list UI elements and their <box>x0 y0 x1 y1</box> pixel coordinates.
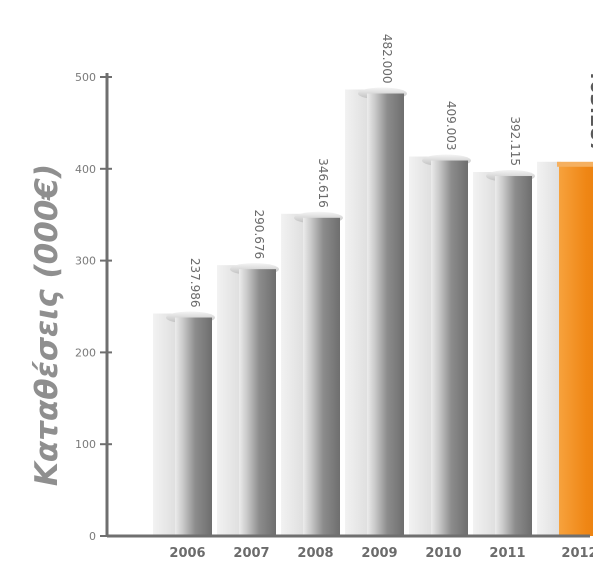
bar-backdrop-2009 <box>345 89 369 537</box>
bar-2012 <box>559 165 593 536</box>
bar-2006 <box>175 317 212 536</box>
x-tick-label-2011: 2011 <box>489 546 525 561</box>
bar-backdrop-2006 <box>153 313 177 536</box>
bar-backdrop-2010 <box>409 156 433 536</box>
bar-backdrop-2012 <box>537 161 561 536</box>
value-label-2012: 403.287 <box>586 67 593 154</box>
x-tick-label-2008: 2008 <box>297 546 333 561</box>
bar-2010 <box>431 160 468 536</box>
bar-2009 <box>367 93 404 537</box>
x-tick-label-2009: 2009 <box>361 546 397 561</box>
y-tick-label-100: 100 <box>75 438 96 451</box>
bar-2007 <box>239 269 276 536</box>
bar-backdrop-2007 <box>217 265 241 536</box>
y-tick-label-400: 400 <box>75 163 96 176</box>
bar-backdrop-2011 <box>473 172 497 536</box>
x-tick-label-2010: 2010 <box>425 546 461 561</box>
y-tick-label-300: 300 <box>75 255 96 268</box>
y-tick-label-200: 200 <box>75 346 96 359</box>
axes <box>100 73 590 538</box>
value-label-2007: 290.676 <box>252 210 266 260</box>
labels: 0 100 200 300 400 500 2006 2007 2008 2009 2010 2011… <box>75 34 593 561</box>
value-label-2010: 409.003 <box>444 101 458 151</box>
value-label-2011: 392.115 <box>508 116 522 166</box>
bar-shadows <box>153 89 561 537</box>
bar-cap-2012 <box>557 161 593 167</box>
x-tick-label-2006: 2006 <box>169 546 205 561</box>
y-axis-title: Καταθέσεις (000€) <box>29 164 65 486</box>
bar-2008 <box>303 217 340 536</box>
y-tick-label-500: 500 <box>75 71 96 84</box>
x-tick-label-2007: 2007 <box>233 546 269 561</box>
y-tick-label-0: 0 <box>89 530 96 543</box>
bar-2011 <box>495 176 532 536</box>
value-label-2009: 482.000 <box>380 34 394 84</box>
value-label-2008: 346.616 <box>316 158 330 208</box>
bars <box>166 87 593 537</box>
bar-backdrop-2008 <box>281 213 305 536</box>
value-label-2006: 237.986 <box>188 258 202 308</box>
